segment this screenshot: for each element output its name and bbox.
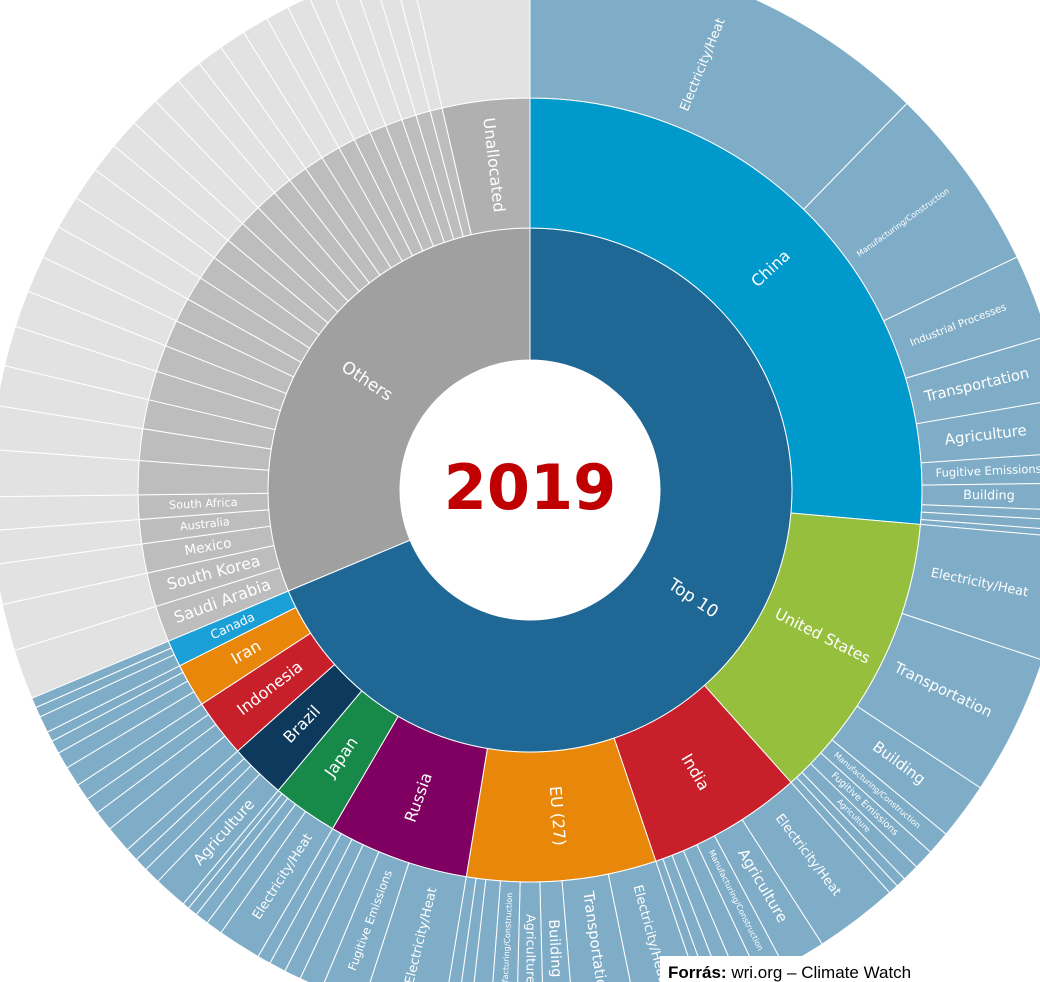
source: Forrás: wri.org – Climate Watch [668, 963, 911, 982]
segment-label: Fugitive Emissions [935, 462, 1040, 480]
segment-label: Building [963, 487, 1015, 503]
source-label: Forrás: [668, 963, 727, 982]
outer-arc [416, 0, 531, 109]
segment-label: Australia [179, 515, 230, 533]
center-label: 2019 [444, 451, 617, 524]
source-bg [660, 956, 1040, 982]
center-hole [400, 360, 660, 620]
source-text: wri.org – Climate Watch [730, 963, 911, 982]
segment-label: Manufacturing/Construction [500, 892, 515, 982]
segment-label: EU (27) [546, 785, 570, 846]
segment-label: South Africa [169, 496, 238, 512]
segment-label: Agriculture [524, 914, 539, 982]
segment-label: Building [545, 919, 564, 978]
